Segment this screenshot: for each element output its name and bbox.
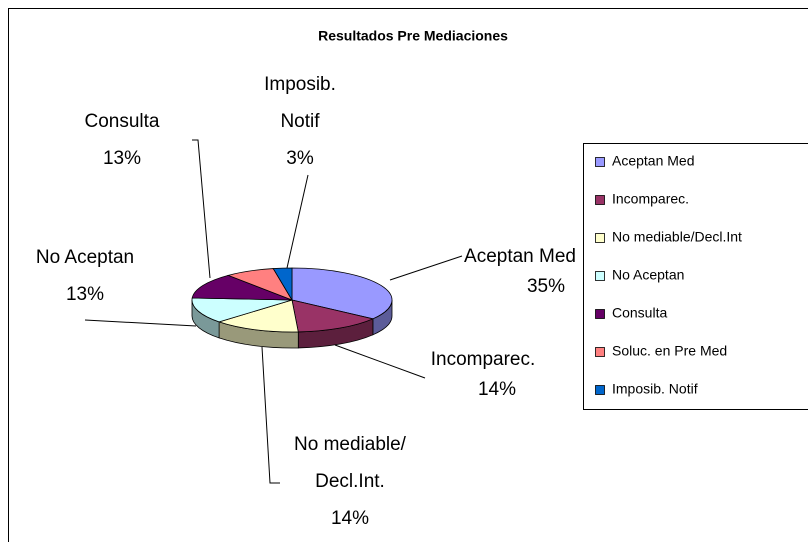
legend-swatch bbox=[595, 385, 605, 395]
slice bbox=[217, 299, 299, 333]
slice-label: Imposib. bbox=[264, 74, 336, 95]
legend-swatch bbox=[595, 157, 605, 167]
leader-line bbox=[192, 139, 211, 279]
leader-line bbox=[286, 174, 309, 269]
legend-label: No mediable/Decl.Int bbox=[612, 229, 742, 245]
legend-label: Soluc. en Pre Med bbox=[612, 343, 727, 359]
slice-label: Aceptan Med bbox=[464, 246, 576, 267]
slice-label: No mediable/ bbox=[294, 434, 407, 455]
slice bbox=[272, 267, 293, 302]
legend-label: Incomparec. bbox=[612, 191, 689, 207]
leader-line bbox=[389, 255, 463, 281]
slice bbox=[291, 299, 375, 333]
legend-label: Consulta bbox=[612, 305, 667, 321]
data-label: 3% bbox=[286, 148, 314, 169]
legend-swatch bbox=[595, 271, 605, 281]
legend-box bbox=[583, 143, 808, 410]
data-label: 14% bbox=[478, 379, 516, 400]
slice bbox=[291, 267, 393, 320]
legend-swatch bbox=[595, 309, 605, 319]
slice-label: Incomparec. bbox=[431, 349, 536, 370]
leader-line bbox=[261, 346, 280, 484]
slice bbox=[191, 274, 293, 301]
legend-label: No Aceptan bbox=[612, 267, 684, 283]
slice-label: Notif bbox=[280, 111, 320, 132]
legend-swatch bbox=[595, 347, 605, 357]
data-label: 13% bbox=[66, 284, 104, 305]
data-label: 14% bbox=[331, 508, 369, 529]
data-label: 13% bbox=[103, 148, 141, 169]
slice bbox=[191, 297, 293, 323]
legend: Aceptan Med Incomparec. No mediable/Decl.I… bbox=[583, 143, 808, 410]
legend-swatch bbox=[595, 195, 605, 205]
leader-line bbox=[334, 344, 426, 379]
slice-label: No Aceptan bbox=[36, 247, 134, 268]
legend-swatch bbox=[595, 233, 605, 243]
chart-title: Resultados Pre Mediaciones bbox=[318, 28, 508, 44]
slice-label: Consulta bbox=[85, 111, 160, 132]
legend-label: Imposib. Notif bbox=[612, 381, 698, 397]
leader-line bbox=[84, 319, 197, 327]
data-label: 35% bbox=[527, 276, 565, 297]
legend-label: Aceptan Med bbox=[612, 153, 695, 169]
slice-label: Decl.Int. bbox=[315, 471, 385, 492]
